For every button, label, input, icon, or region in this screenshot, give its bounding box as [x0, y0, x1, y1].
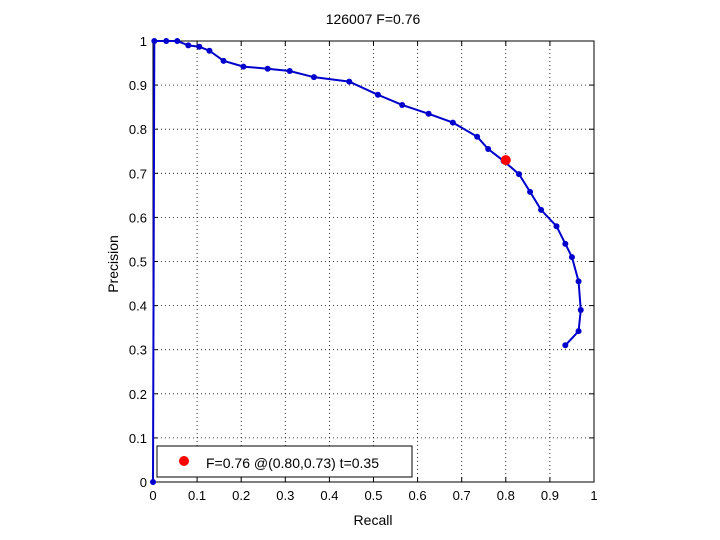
- y-tick-label: 0: [140, 475, 147, 490]
- pr-curve-point: [568, 254, 575, 261]
- x-tick-label: 1: [590, 488, 597, 503]
- x-tick-label: 0.5: [364, 488, 382, 503]
- pr-curve-point: [485, 146, 492, 153]
- pr-curve-point: [346, 78, 353, 85]
- legend-text: F=0.76 @(0.80,0.73) t=0.35: [206, 455, 379, 471]
- pr-curve-point: [206, 47, 213, 54]
- y-tick-label: 0.9: [129, 78, 147, 93]
- pr-curve-point: [474, 133, 481, 140]
- pr-curve-point: [538, 206, 545, 213]
- pr-curve-point: [220, 57, 227, 64]
- y-tick-label: 0.6: [129, 210, 147, 225]
- pr-curve-point: [527, 188, 534, 195]
- x-tick-label: 0: [149, 488, 156, 503]
- pr-curve-point: [575, 328, 582, 335]
- x-tick-label: 0.1: [188, 488, 206, 503]
- y-tick-label: 0.4: [129, 299, 147, 314]
- pr-curve-point: [310, 74, 317, 81]
- pr-curve-point: [562, 342, 569, 349]
- y-tick-label: 0.5: [129, 255, 147, 270]
- pr-curve-point: [374, 91, 381, 98]
- pr-curve-point: [174, 38, 181, 44]
- pr-curve-point: [150, 479, 156, 485]
- y-tick-label: 1: [140, 34, 147, 49]
- y-tick-label: 0.7: [129, 166, 147, 181]
- legend-box: [156, 445, 413, 478]
- pr-curve-point: [185, 42, 192, 49]
- pr-curve-point: [575, 278, 582, 285]
- y-axis-label: Precision: [105, 235, 121, 293]
- legend-marker: [179, 456, 189, 466]
- y-tick-label: 0.2: [129, 387, 147, 402]
- x-tick-label: 0.7: [453, 488, 471, 503]
- y-tick-label: 0.1: [129, 431, 147, 446]
- series-layer: [150, 38, 584, 485]
- x-tick-label: 0.8: [497, 488, 515, 503]
- axis-ticks: 0 0.1 0.2 0.3 0.4 0.5 0.6 0.7 0.8 0.9 1 0 0.1 0.2 0.3 0…: [129, 34, 598, 503]
- pr-curve-point: [264, 65, 271, 72]
- x-tick-label: 0.2: [232, 488, 250, 503]
- pr-curve-point: [425, 110, 432, 117]
- x-tick-label: 0.3: [276, 488, 294, 503]
- pr-curve-point: [286, 67, 293, 74]
- pr-curve-point: [163, 38, 170, 44]
- y-tick-label: 0.8: [129, 122, 147, 137]
- pr-curve-point: [399, 101, 406, 108]
- pr-curve-point: [553, 223, 560, 230]
- x-tick-label: 0.9: [541, 488, 559, 503]
- pr-curve-point: [577, 307, 584, 314]
- pr-curve-point: [240, 63, 247, 70]
- pr-curve-point: [449, 119, 456, 126]
- y-tick-label: 0.3: [129, 343, 147, 358]
- chart-title: 126007 F=0.76: [326, 11, 421, 27]
- pr-curve-point: [151, 38, 158, 44]
- pr-curve-point: [516, 171, 523, 178]
- best-f-point: [500, 155, 511, 166]
- pr-curve-point: [562, 240, 569, 247]
- x-tick-label: 0.6: [409, 488, 427, 503]
- x-tick-label: 0.4: [320, 488, 338, 503]
- pr-curve-point: [196, 43, 203, 50]
- legend: F=0.76 @(0.80,0.73) t=0.35: [156, 445, 413, 478]
- x-axis-label: Recall: [354, 512, 393, 528]
- grid: [153, 41, 594, 482]
